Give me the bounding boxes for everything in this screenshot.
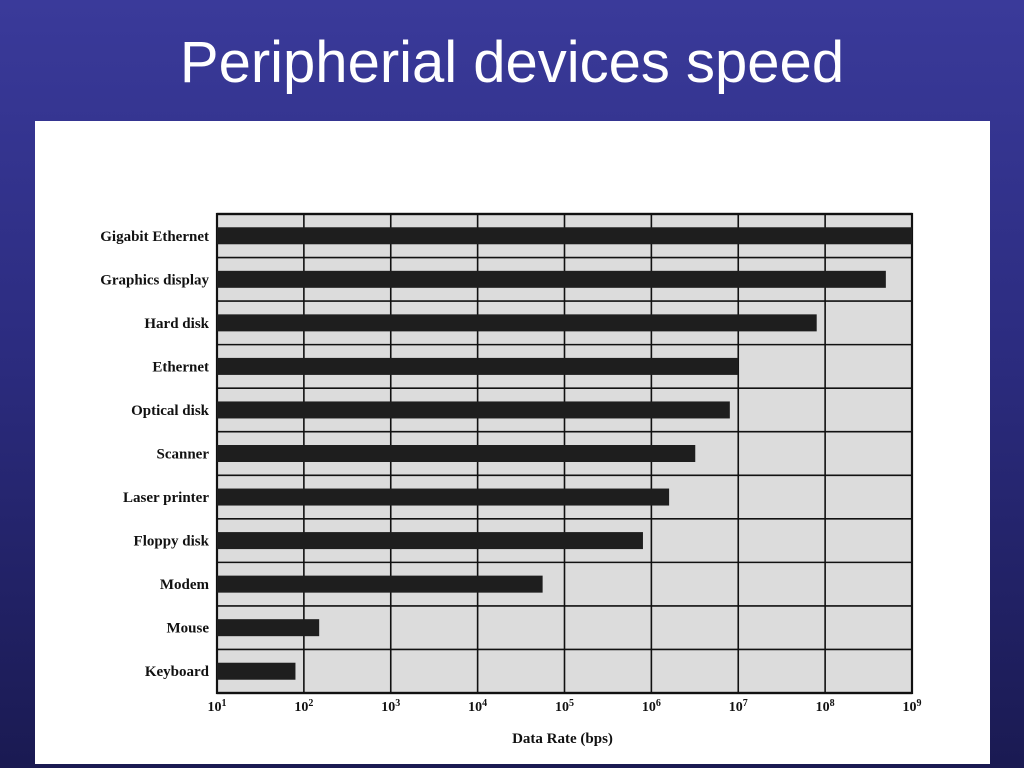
category-label: Graphics display [100, 272, 209, 288]
bar [217, 357, 739, 375]
bar [217, 619, 320, 637]
bar [217, 445, 696, 462]
bar [217, 270, 886, 288]
x-tick-label: 105 [555, 698, 574, 715]
category-label: Keyboard [145, 664, 210, 680]
x-tick-label: 101 [208, 698, 227, 715]
category-label: Scanner [157, 447, 210, 463]
bar [217, 532, 643, 550]
category-label: Optical disk [131, 403, 210, 419]
slide-title: Peripherial devices speed [179, 30, 845, 95]
x-tick-label: 108 [816, 698, 835, 715]
category-label: Hard disk [144, 316, 209, 332]
bar [217, 314, 817, 332]
category-label: Ethernet [152, 359, 209, 375]
x-tick-label: 104 [468, 698, 487, 715]
bar [217, 488, 670, 506]
bar [217, 575, 543, 593]
x-tick-label: 103 [381, 698, 400, 715]
category-label: Laser printer [123, 490, 209, 506]
chart-panel: Gigabit Ethernet Graphics display Hard dis… [35, 121, 990, 764]
bar-chart: Gigabit Ethernet Graphics display Hard dis… [100, 212, 922, 747]
x-tick-label: 109 [903, 698, 922, 715]
bar [217, 227, 912, 245]
x-axis-label: Data Rate (bps) [512, 731, 613, 747]
bar [217, 401, 730, 419]
category-label: Floppy disk [134, 534, 210, 550]
x-tick-label: 107 [729, 698, 748, 715]
x-tick-label: 102 [294, 698, 313, 715]
category-label: Modem [160, 577, 210, 593]
bar [217, 662, 296, 680]
x-tick-label: 106 [642, 698, 661, 715]
category-label: Gigabit Ethernet [100, 229, 209, 245]
category-label: Mouse [167, 621, 210, 637]
